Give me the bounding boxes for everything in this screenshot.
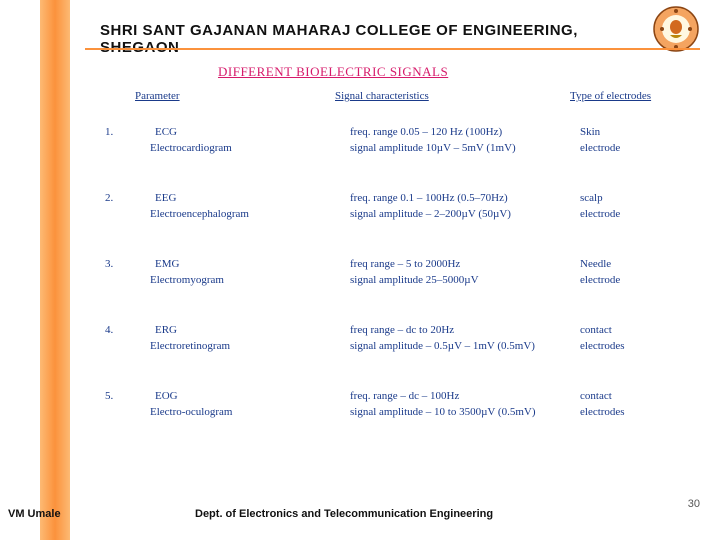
row-param-sub: Electro-oculogram bbox=[150, 406, 232, 418]
row-param-sub: Electroretinogram bbox=[150, 340, 230, 352]
row-number: 1. bbox=[105, 126, 113, 138]
row-signal-line1: freq. range 0.1 – 100Hz (0.5–70Hz) bbox=[350, 192, 508, 204]
row-signal-line1: freq. range 0.05 – 120 Hz (100Hz) bbox=[350, 126, 502, 138]
row-electrode-line2: electrode bbox=[580, 208, 620, 220]
row-signal-line2: signal amplitude – 0.5µV – 1mV (0.5mV) bbox=[350, 340, 535, 352]
page-number: 30 bbox=[688, 498, 700, 510]
row-param-sub: Electrocardiogram bbox=[150, 142, 232, 154]
handwritten-table: Parameter Signal characteristics Type of… bbox=[100, 90, 690, 480]
row-signal-line1: freq. range – dc – 100Hz bbox=[350, 390, 459, 402]
row-electrode-line1: contact bbox=[580, 390, 612, 402]
row-electrode-line1: Needle bbox=[580, 258, 611, 270]
header-parameter: Parameter bbox=[135, 90, 180, 102]
college-title: SHRI SANT GAJANAN MAHARAJ COLLEGE OF ENG… bbox=[100, 22, 650, 56]
footer-author: VM Umale bbox=[8, 508, 61, 520]
row-electrode-line2: electrode bbox=[580, 142, 620, 154]
row-electrode-line2: electrodes bbox=[580, 340, 625, 352]
slide: SHRI SANT GAJANAN MAHARAJ COLLEGE OF ENG… bbox=[0, 0, 720, 540]
header-signal: Signal characteristics bbox=[335, 90, 429, 102]
row-param: ECG bbox=[155, 126, 177, 138]
row-signal-line2: signal amplitude 10µV – 5mV (1mV) bbox=[350, 142, 516, 154]
row-electrode-line2: electrode bbox=[580, 274, 620, 286]
row-signal-line2: signal amplitude – 2–200µV (50µV) bbox=[350, 208, 511, 220]
row-electrode-line1: Skin bbox=[580, 126, 600, 138]
row-param: ERG bbox=[155, 324, 177, 336]
row-electrode-line2: electrodes bbox=[580, 406, 625, 418]
row-electrode-line1: scalp bbox=[580, 192, 603, 204]
footer-dept: Dept. of Electronics and Telecommunicati… bbox=[195, 508, 493, 520]
college-logo-icon bbox=[652, 5, 700, 53]
row-signal-line1: freq range – dc to 20Hz bbox=[350, 324, 454, 336]
row-electrode-line1: contact bbox=[580, 324, 612, 336]
row-param: EOG bbox=[155, 390, 178, 402]
row-number: 5. bbox=[105, 390, 113, 402]
row-param: EMG bbox=[155, 258, 179, 270]
row-signal-line2: signal amplitude 25–5000µV bbox=[350, 274, 479, 286]
row-number: 4. bbox=[105, 324, 113, 336]
row-signal-line1: freq range – 5 to 2000Hz bbox=[350, 258, 460, 270]
header-electrode: Type of electrodes bbox=[570, 90, 651, 102]
left-orange-strip bbox=[40, 0, 70, 540]
row-param-sub: Electroencephalogram bbox=[150, 208, 249, 220]
row-signal-line2: signal amplitude – 10 to 3500µV (0.5mV) bbox=[350, 406, 535, 418]
notes-title: DIFFERENT BIOELECTRIC SIGNALS bbox=[218, 64, 448, 80]
row-number: 3. bbox=[105, 258, 113, 270]
header-divider bbox=[85, 48, 700, 50]
row-number: 2. bbox=[105, 192, 113, 204]
row-param-sub: Electromyogram bbox=[150, 274, 224, 286]
row-param: EEG bbox=[155, 192, 176, 204]
